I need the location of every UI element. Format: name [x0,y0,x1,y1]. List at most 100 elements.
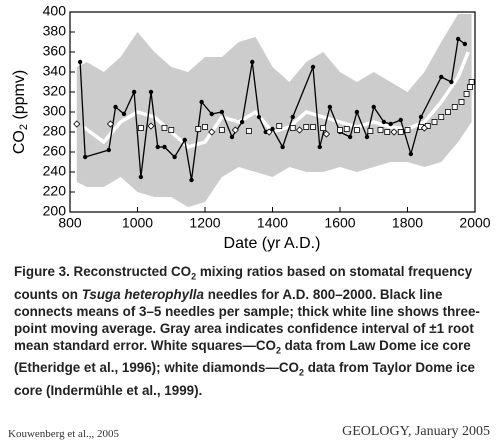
point [371,104,376,110]
caption-italic: Tsuga heterophylla [81,286,204,302]
square-marker [458,99,465,105]
point [455,36,461,42]
square-marker [289,125,296,131]
point [310,64,316,70]
point [250,59,255,65]
y-label-part: CO [11,130,28,154]
x-tick-label: 1400 [257,215,288,231]
caption-sub: 2 [298,368,304,379]
point [449,79,454,85]
point [327,104,333,110]
square-marker [161,125,168,131]
square-marker [377,127,384,133]
square-marker [367,128,374,134]
point [290,114,295,120]
square-marker [384,129,391,135]
point [113,104,118,110]
y-label-part: (ppmv) [11,70,28,124]
y-tick-label: 380 [43,23,67,39]
square-marker [168,127,175,133]
point [381,119,387,125]
point [256,114,262,120]
x-tick-label: 1800 [392,215,423,231]
point [317,144,322,150]
point [162,144,167,150]
chart: Date (yr A.D.) CO2 (ppmv) 20022024026028… [11,3,491,253]
point [462,41,468,47]
square-marker [218,127,225,133]
y-tick-label: 200 [43,203,67,219]
point [418,114,424,120]
y-tick-label: 300 [43,103,67,119]
point [138,174,144,180]
square-marker [431,119,438,125]
x-tick-label: 1000 [122,215,153,231]
y-label-sub: 2 [18,124,30,130]
square-marker [337,127,343,133]
point [209,111,214,117]
square-marker [468,79,475,85]
point [182,137,187,143]
point [229,134,235,140]
y-tick-label: 320 [43,83,67,99]
diamond-marker [322,130,331,138]
point [219,109,225,115]
caption-text: Figure 3. Reconstructed CO [14,264,192,279]
caption-text: mixing ratios based on stomatal frequenc… [14,264,473,302]
y-tick-label: 360 [43,43,67,59]
point [189,177,194,183]
point [364,134,370,140]
y-tick-label: 260 [43,143,67,159]
diamond-marker [147,122,155,130]
caption-text: data from Law Dome ice core (Etheridge e… [14,337,471,376]
square-marker [343,126,350,132]
y-tick-label: 240 [43,163,67,179]
x-axis-label: Date (yr A.D.) [224,235,321,252]
square-marker [467,84,473,90]
square-marker [445,109,451,115]
square-marker [195,126,202,132]
diamond-marker [73,120,81,128]
diamond-marker [231,126,239,134]
x-tick-label: 800 [58,215,82,231]
footer-left: Kouwenberg et al.,, 2005 [8,428,119,440]
square-marker [202,124,208,130]
caption-text: needles for A.D. 800–2000. Black line co… [14,286,480,353]
point [388,121,393,127]
x-tick-label: 2000 [459,215,490,231]
point [408,151,414,157]
point [439,74,444,80]
x-tick-label: 1200 [189,215,220,231]
square-marker [303,124,310,130]
point [172,154,177,160]
square-marker [438,114,445,120]
square-marker [137,125,144,131]
diamond-marker [265,128,273,136]
y-axis-label: CO2 (ppmv) [11,70,30,154]
point [148,89,154,95]
square-marker [353,127,360,133]
point [121,111,127,117]
diamond-marker [208,128,216,136]
square-marker [397,129,404,135]
diamond-marker [390,128,398,136]
footer-right: GEOLOGY, January 2005 [342,424,490,439]
point [347,134,353,140]
square-marker [463,91,470,97]
point [270,126,275,132]
point [199,99,204,105]
x-tick-label: 1600 [324,215,355,231]
y-tick-label: 400 [43,3,67,19]
y-tick-label: 280 [43,123,67,139]
point [239,119,245,125]
point [155,144,160,150]
square-marker [320,125,327,131]
caption-sub: 2 [191,271,197,282]
point [131,89,137,95]
diamond-marker [295,126,304,134]
caption-sub: 2 [275,345,281,356]
point [280,144,285,150]
point [82,154,88,160]
point [77,59,83,65]
